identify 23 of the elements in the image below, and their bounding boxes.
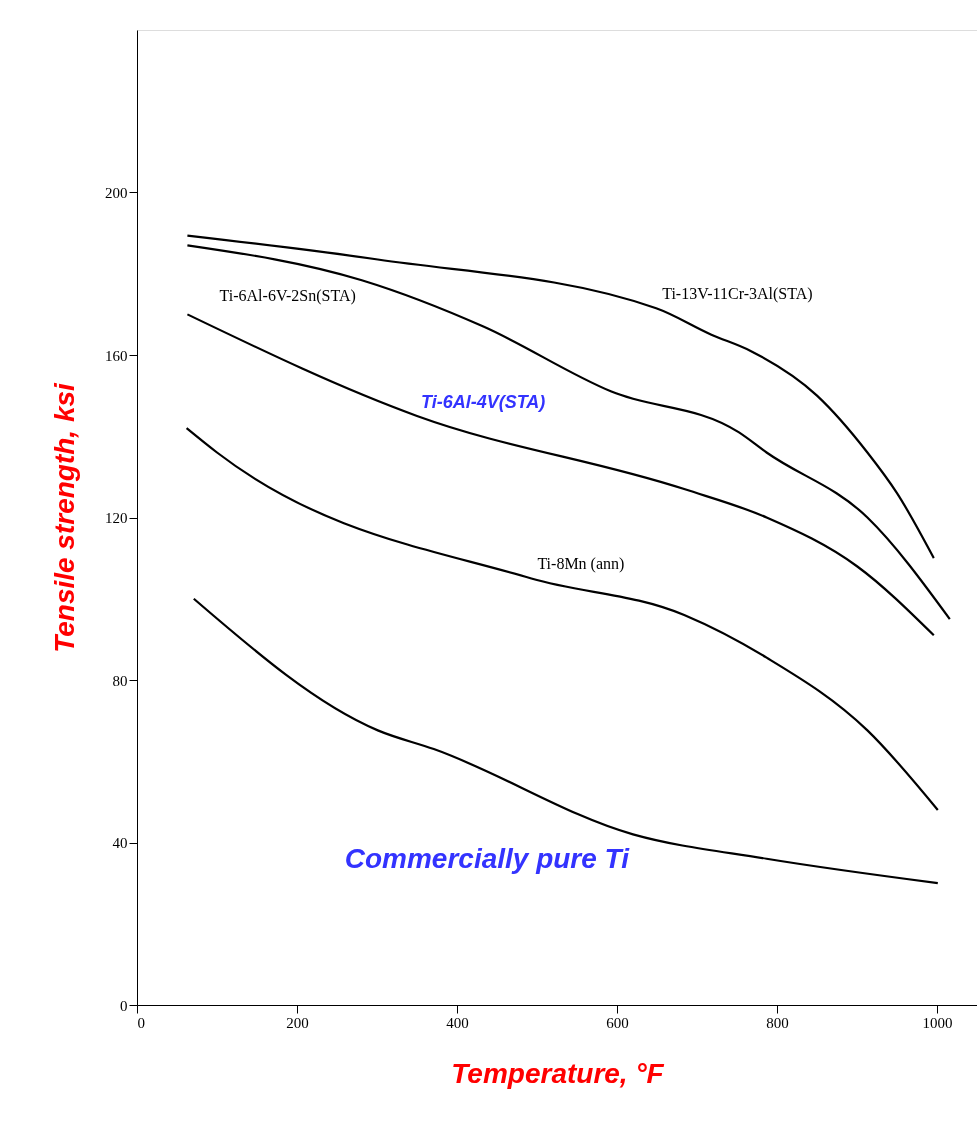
line-series — [192, 597, 939, 885]
line-series — [185, 427, 939, 812]
y-tick-label: 40 — [112, 835, 128, 851]
y-tick-label: 200 — [105, 185, 128, 201]
x-tick-label: 0 — [137, 1014, 145, 1031]
y-tick-label: 80 — [112, 672, 128, 689]
series-label: Ti-8Mn (ann) — [537, 555, 625, 574]
x-axis-title: Temperature, °F — [451, 1057, 665, 1089]
x-tick-label: 800 — [766, 1014, 789, 1031]
x-tick-label: 200 — [286, 1014, 309, 1031]
series-label: Ti-6Al-6V-2Sn(STA) — [219, 287, 356, 306]
x-tick-label: 600 — [606, 1014, 629, 1031]
series-label: Ti-6Al-4V(STA) — [421, 391, 546, 412]
x-tick-label: 1000 — [922, 1014, 953, 1031]
y-tick-label: 0 — [120, 997, 128, 1014]
x-tick-label: 400 — [446, 1014, 469, 1031]
series-label: Commercially pure Ti — [344, 843, 631, 875]
series-label: Ti-13V-11Cr-3Al(STA) — [662, 285, 813, 304]
line-series — [186, 313, 935, 637]
y-tick-label: 120 — [105, 510, 128, 526]
line-series — [186, 244, 951, 621]
y-axis-title: Tensile strength, ksi — [49, 381, 80, 653]
y-tick-label: 160 — [105, 347, 128, 364]
